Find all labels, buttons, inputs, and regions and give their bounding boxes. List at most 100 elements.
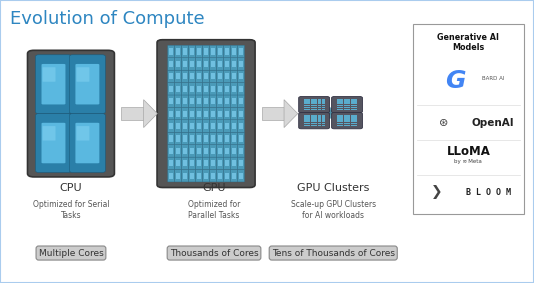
Bar bbox=[355, 108, 357, 110]
Bar bbox=[318, 107, 321, 108]
Bar bbox=[169, 98, 173, 104]
Bar bbox=[304, 101, 307, 103]
FancyBboxPatch shape bbox=[175, 120, 182, 132]
Bar bbox=[355, 123, 357, 124]
FancyBboxPatch shape bbox=[231, 108, 238, 120]
FancyBboxPatch shape bbox=[202, 58, 209, 70]
Bar bbox=[218, 110, 222, 117]
FancyBboxPatch shape bbox=[182, 108, 189, 120]
Bar bbox=[225, 110, 229, 117]
Bar bbox=[351, 107, 354, 108]
Bar bbox=[176, 61, 180, 67]
Bar bbox=[218, 98, 222, 104]
Bar bbox=[176, 48, 180, 55]
Bar bbox=[336, 99, 340, 101]
Bar bbox=[211, 123, 215, 129]
Bar bbox=[262, 107, 284, 120]
Bar bbox=[321, 99, 325, 101]
FancyBboxPatch shape bbox=[182, 58, 189, 70]
Bar bbox=[336, 121, 340, 123]
FancyBboxPatch shape bbox=[209, 157, 217, 170]
Bar bbox=[340, 107, 343, 108]
Bar bbox=[351, 117, 354, 119]
FancyBboxPatch shape bbox=[231, 45, 238, 58]
Bar bbox=[318, 115, 321, 117]
FancyBboxPatch shape bbox=[168, 83, 175, 95]
Bar bbox=[190, 173, 194, 179]
Bar bbox=[315, 101, 317, 103]
Bar bbox=[355, 119, 357, 121]
Bar bbox=[347, 123, 350, 124]
Bar bbox=[205, 160, 208, 166]
Bar bbox=[355, 105, 357, 106]
FancyBboxPatch shape bbox=[224, 95, 231, 108]
Bar bbox=[239, 148, 243, 154]
FancyBboxPatch shape bbox=[202, 132, 209, 145]
Bar bbox=[183, 160, 187, 166]
Bar bbox=[340, 101, 343, 103]
Bar bbox=[347, 101, 350, 103]
FancyBboxPatch shape bbox=[217, 70, 224, 83]
FancyBboxPatch shape bbox=[224, 145, 231, 157]
FancyBboxPatch shape bbox=[76, 67, 89, 82]
Bar bbox=[218, 123, 222, 129]
Bar bbox=[218, 61, 222, 67]
Bar bbox=[176, 123, 180, 129]
Bar bbox=[355, 115, 357, 117]
Bar bbox=[321, 117, 325, 119]
Bar bbox=[183, 98, 187, 104]
Bar bbox=[211, 148, 215, 154]
Bar bbox=[169, 160, 173, 166]
Bar bbox=[304, 117, 307, 119]
FancyBboxPatch shape bbox=[175, 45, 182, 58]
FancyBboxPatch shape bbox=[217, 145, 224, 157]
FancyBboxPatch shape bbox=[202, 120, 209, 132]
Bar bbox=[315, 125, 317, 126]
Bar bbox=[307, 123, 310, 124]
Bar bbox=[225, 98, 229, 104]
FancyBboxPatch shape bbox=[195, 157, 202, 170]
Bar bbox=[315, 108, 317, 110]
FancyBboxPatch shape bbox=[231, 132, 238, 145]
FancyBboxPatch shape bbox=[182, 95, 189, 108]
Bar bbox=[344, 117, 347, 119]
FancyBboxPatch shape bbox=[195, 120, 202, 132]
FancyBboxPatch shape bbox=[231, 70, 238, 83]
Bar bbox=[198, 123, 201, 129]
FancyBboxPatch shape bbox=[209, 45, 217, 58]
FancyBboxPatch shape bbox=[195, 83, 202, 95]
Bar bbox=[311, 125, 314, 126]
Bar bbox=[198, 160, 201, 166]
Bar bbox=[190, 98, 194, 104]
FancyBboxPatch shape bbox=[175, 170, 182, 182]
FancyBboxPatch shape bbox=[175, 95, 182, 108]
Bar bbox=[321, 119, 325, 121]
FancyBboxPatch shape bbox=[202, 83, 209, 95]
Bar bbox=[198, 86, 201, 92]
Bar bbox=[304, 105, 307, 106]
FancyBboxPatch shape bbox=[217, 45, 224, 58]
FancyBboxPatch shape bbox=[332, 113, 363, 129]
Bar bbox=[232, 48, 235, 55]
FancyBboxPatch shape bbox=[76, 126, 89, 141]
Bar bbox=[311, 107, 314, 108]
Bar bbox=[198, 48, 201, 55]
Bar bbox=[351, 101, 354, 103]
FancyBboxPatch shape bbox=[224, 157, 231, 170]
Bar bbox=[211, 110, 215, 117]
Bar bbox=[198, 98, 201, 104]
FancyBboxPatch shape bbox=[238, 120, 245, 132]
FancyBboxPatch shape bbox=[238, 83, 245, 95]
Bar bbox=[239, 173, 243, 179]
Bar bbox=[190, 160, 194, 166]
Bar bbox=[190, 148, 194, 154]
Bar bbox=[211, 61, 215, 67]
Bar bbox=[239, 123, 243, 129]
Bar bbox=[311, 108, 314, 110]
FancyBboxPatch shape bbox=[231, 157, 238, 170]
Text: Scale-up GPU Clusters
for AI workloads: Scale-up GPU Clusters for AI workloads bbox=[290, 200, 376, 220]
FancyBboxPatch shape bbox=[238, 145, 245, 157]
FancyBboxPatch shape bbox=[202, 170, 209, 182]
Bar bbox=[344, 103, 347, 104]
Bar bbox=[232, 61, 235, 67]
